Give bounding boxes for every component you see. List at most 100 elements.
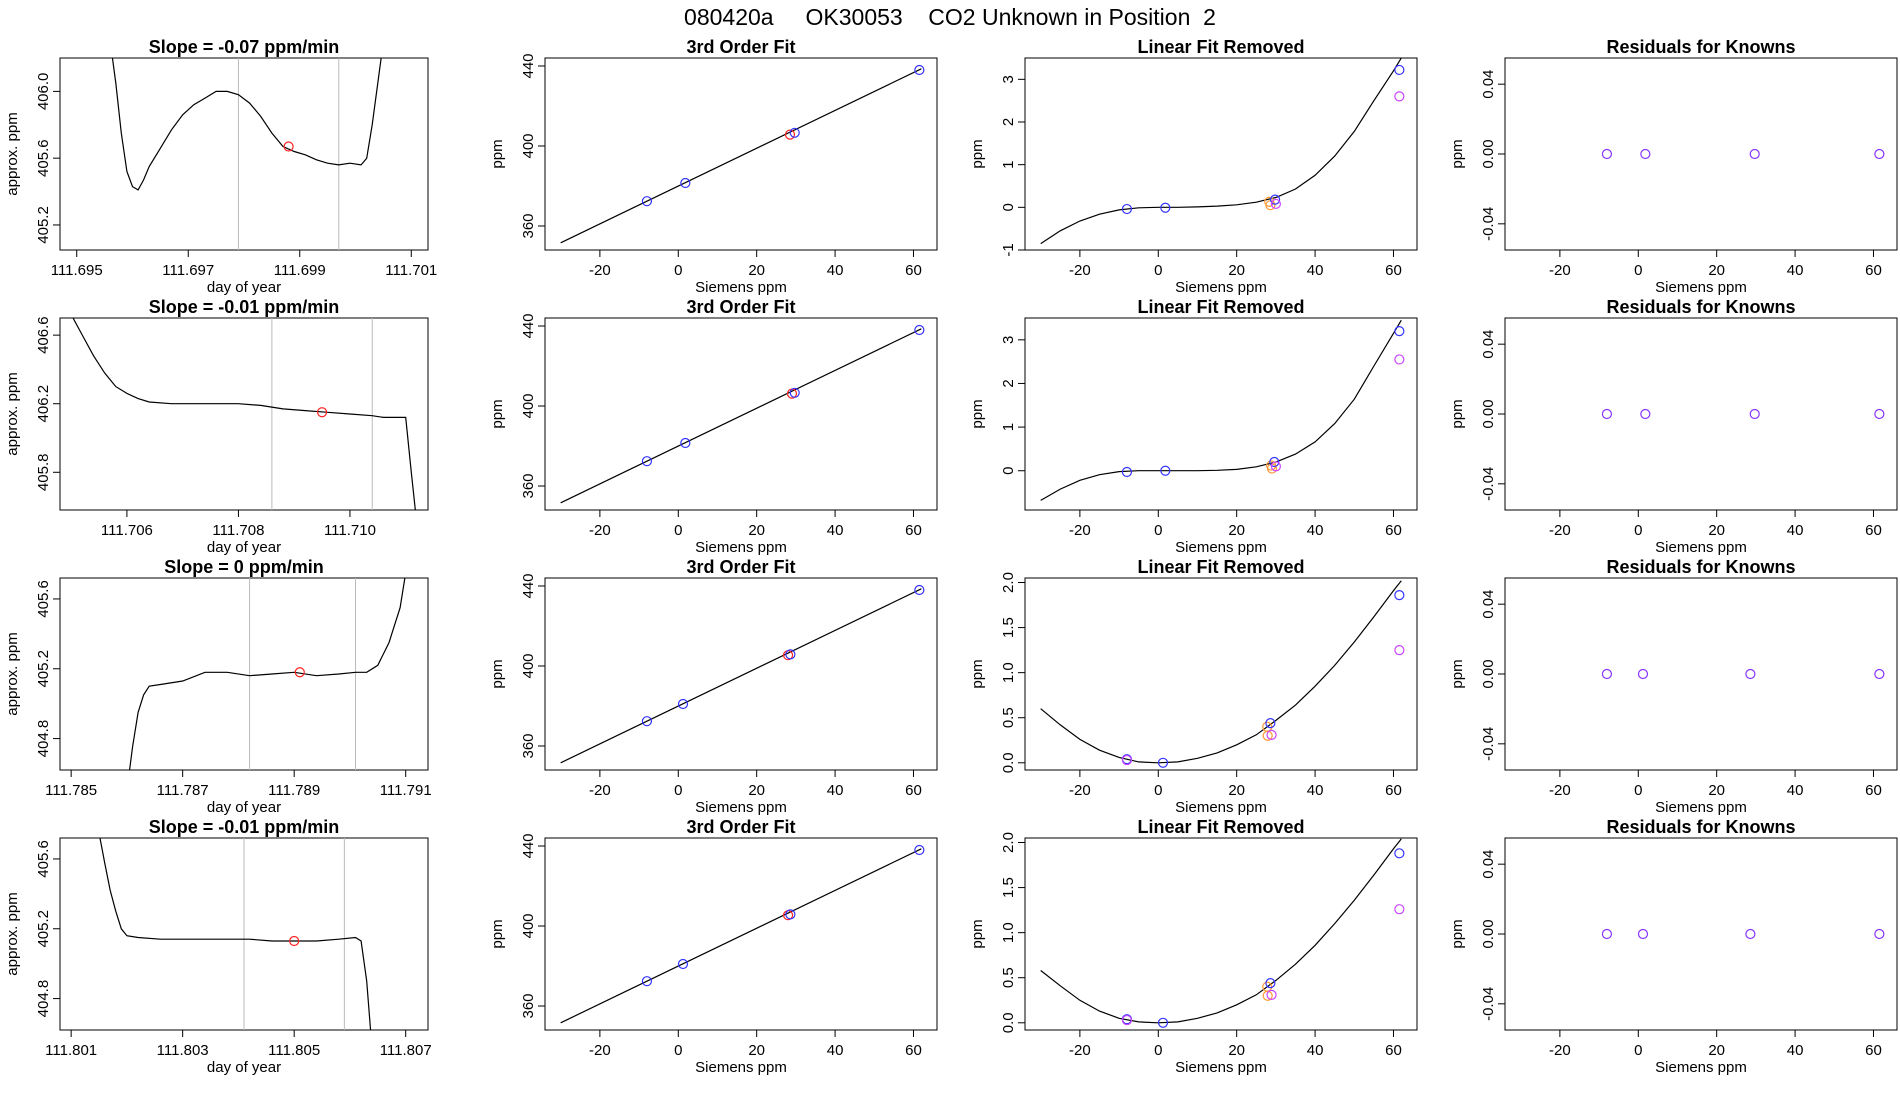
y-tick-label: 405.2 [35,650,52,688]
panel-title: Slope = -0.01 ppm/min [149,817,340,837]
x-axis-label: Siemens ppm [695,799,787,816]
x-tick-label: 0 [1154,522,1162,539]
data-point [1874,148,1885,160]
x-tick-label: -20 [589,1042,611,1059]
fit-line [560,588,922,764]
x-tick-label: 40 [1307,262,1324,279]
y-axis-label: approx. ppm [4,112,21,195]
data-point [785,909,796,920]
x-tick-label: 111.807 [380,1042,432,1059]
x-tick-label: 0 [1154,262,1162,279]
x-tick-label: 40 [827,522,844,539]
x-tick-label: 0 [1634,1042,1642,1059]
x-axis-label: Siemens ppm [1655,1059,1747,1076]
plot-area [560,328,922,504]
y-tick-label: 400 [520,393,537,418]
x-tick-label: 0 [1154,1042,1162,1059]
plot-area [1040,319,1402,501]
x-axis-label: day of year [207,799,281,816]
x-tick-label: -20 [1549,782,1571,799]
panel-r3c4: Residuals for Knowns -20 0 20 40 60 -0.04 0.00 0… [1449,557,1898,816]
fit-curve [1040,58,1402,245]
x-tick-label: 40 [1307,782,1324,799]
x-tick-label: 60 [1385,1042,1402,1059]
data-point [1269,194,1281,205]
x-tick-label: 111.791 [380,782,432,799]
data-point [1262,990,1273,1001]
y-tick-label: 3 [1000,75,1017,83]
panel-title: Residuals for Knowns [1606,297,1795,317]
x-tick-label: 0 [674,782,682,799]
data-point [1121,203,1133,215]
plot-area [99,838,372,1030]
data-point [641,196,653,207]
data-point [1601,928,1613,940]
x-tick-label: 20 [1708,782,1725,799]
plot-frame [544,57,938,251]
data-point [1745,928,1756,940]
y-tick-label: 1.5 [1000,877,1017,898]
data-point [680,177,691,189]
data-point [1394,325,1405,337]
data-point [1394,848,1405,859]
y-tick-label: 360 [520,733,537,758]
y-tick-label: 0.0 [1000,752,1017,773]
x-tick-label: 111.695 [51,262,103,279]
x-tick-label: 20 [1228,262,1245,279]
y-tick-label: 0.04 [1480,70,1497,99]
plot-area [1040,580,1402,764]
data-point [641,456,653,467]
x-tick-label: 111.710 [324,522,376,539]
x-tick-label: 60 [1385,782,1402,799]
plot-frame [59,57,429,251]
x-axis-label: Siemens ppm [1175,279,1267,296]
plot-area [1040,838,1402,1024]
x-tick-label: -20 [1069,262,1091,279]
data-point [316,407,328,418]
x-tick-label: 40 [1787,782,1804,799]
panel-r1c1: Slope = -0.07 ppm/min 111.695 111.697 111.6… [4,37,437,296]
y-tick-label: 405.8 [35,454,52,492]
plot-frame [59,577,429,771]
y-tick-label: 0.0 [1000,1012,1017,1033]
data-point [1637,668,1649,680]
series-line [111,58,382,191]
x-tick-label: 20 [1228,522,1245,539]
y-tick-label: 400 [520,653,537,678]
fit-curve [1040,580,1402,764]
data-point [1749,408,1760,420]
data-point [1394,590,1405,601]
x-axis-label: Siemens ppm [695,539,787,556]
x-tick-label: 60 [1865,262,1882,279]
y-tick-label: 1.0 [1000,922,1017,943]
x-tick-label: 0 [674,1042,682,1059]
plot-area [1040,58,1402,245]
y-tick-label: 0.04 [1480,590,1497,619]
data-point [1745,668,1756,680]
data-point [1160,202,1171,213]
x-tick-label: 20 [1228,782,1245,799]
plot-area [128,578,406,770]
y-tick-label: 400 [520,913,537,938]
y-tick-label: 440 [520,313,537,338]
plot-area [111,58,382,250]
data-point [785,649,796,660]
x-axis-label: Siemens ppm [1175,799,1267,816]
y-tick-label: 2 [1000,118,1017,126]
data-point [789,127,800,138]
plot-frame [1504,57,1898,251]
data-point [1262,730,1273,741]
x-axis-label: Siemens ppm [1175,1059,1267,1076]
y-tick-label: 0.5 [1000,707,1017,728]
x-tick-label: 111.803 [157,1042,209,1059]
data-point [1637,928,1649,940]
y-axis-label: ppm [1449,399,1466,428]
data-point [677,958,689,970]
x-tick-label: -20 [1069,782,1091,799]
y-axis-label: approx. ppm [4,372,21,455]
fit-line [560,848,922,1024]
y-axis-label: approx. ppm [4,892,21,975]
x-tick-label: 60 [1865,522,1882,539]
x-tick-label: 20 [1708,522,1725,539]
data-point [294,667,305,678]
